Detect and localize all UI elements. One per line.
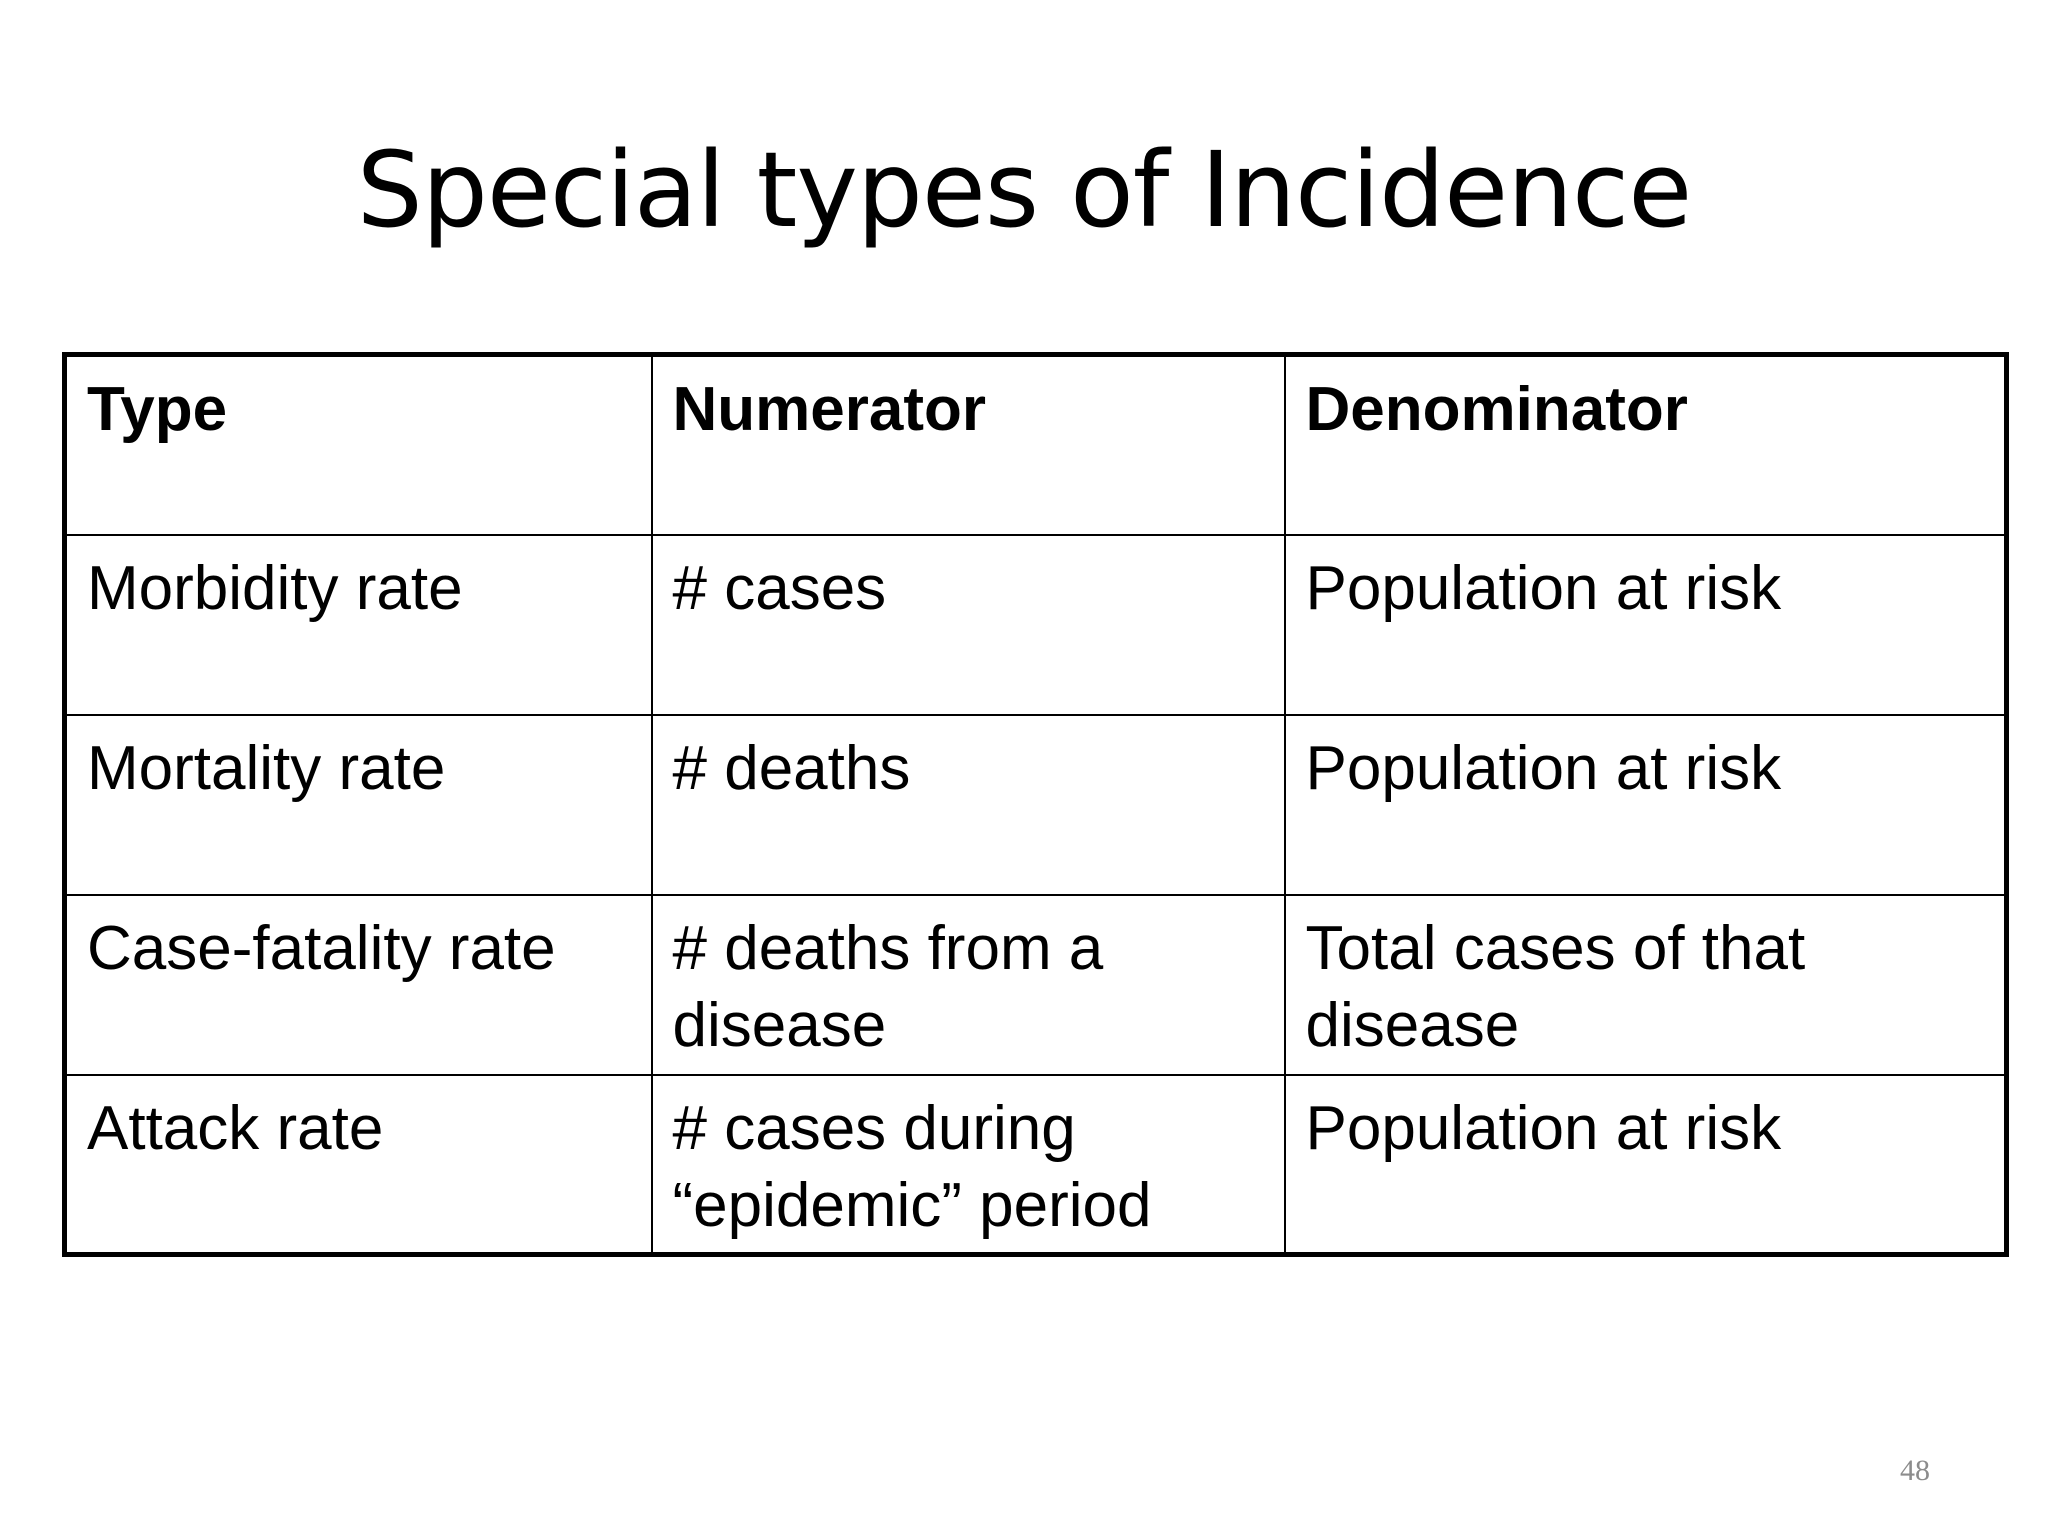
slide-title: Special types of Incidence bbox=[356, 129, 1692, 251]
cell-denominator: Total cases of that disease bbox=[1283, 893, 2008, 1076]
page-number: 48 bbox=[1900, 1454, 1930, 1487]
incidence-table: Type Numerator Denominator Morbidity rat… bbox=[62, 352, 2009, 1257]
cell-type: Mortality rate bbox=[63, 713, 653, 896]
table-row: Morbidity rate # cases Population at ris… bbox=[63, 533, 2008, 716]
cell-type: Attack rate bbox=[63, 1073, 653, 1256]
header-denominator: Denominator bbox=[1283, 353, 2008, 536]
cell-denominator: Population at risk bbox=[1283, 713, 2008, 896]
cell-type: Morbidity rate bbox=[63, 533, 653, 716]
table-row: Mortality rate # deaths Population at ri… bbox=[63, 713, 2008, 896]
cell-type: Case-fatality rate bbox=[63, 893, 653, 1076]
incidence-table-container: Type Numerator Denominator Morbidity rat… bbox=[62, 352, 2009, 1257]
table-row: Case-fatality rate # deaths from a disea… bbox=[63, 893, 2008, 1076]
cell-numerator: # deaths from a disease bbox=[650, 893, 1286, 1076]
table-row: Attack rate # cases during “epidemic” pe… bbox=[63, 1073, 2008, 1256]
header-type: Type bbox=[63, 353, 653, 536]
table-header-row: Type Numerator Denominator bbox=[63, 353, 2008, 536]
cell-denominator: Population at risk bbox=[1283, 1073, 2008, 1256]
cell-numerator: # cases bbox=[650, 533, 1286, 716]
header-numerator: Numerator bbox=[650, 353, 1286, 536]
cell-numerator: # cases during “epidemic” period bbox=[650, 1073, 1286, 1256]
cell-denominator: Population at risk bbox=[1283, 533, 2008, 716]
cell-numerator: # deaths bbox=[650, 713, 1286, 896]
